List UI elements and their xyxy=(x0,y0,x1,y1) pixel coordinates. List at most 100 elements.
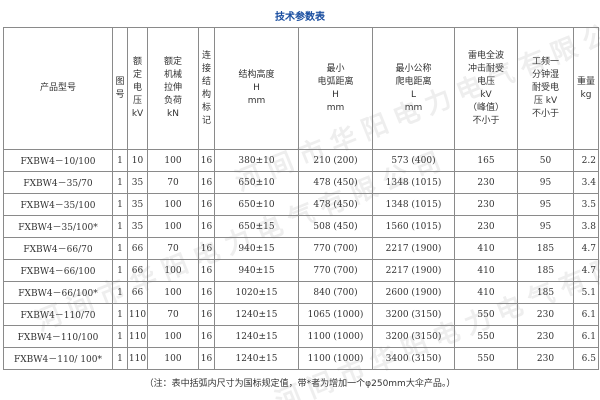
table-cell: 6.5 xyxy=(573,347,599,370)
header-line: kN xyxy=(167,109,179,119)
header-line: 工频一 xyxy=(531,57,559,67)
header-cell: 额定 机械 拉伸 负荷 kN xyxy=(147,27,199,150)
table-row: FXBW4－66/100 1 66 100 16 940±15 770 (700) 2217 … xyxy=(3,259,599,282)
table-cell: 95 xyxy=(517,215,574,238)
table-cell: 110 xyxy=(127,325,148,348)
header-line: H xyxy=(253,83,260,93)
header-line: 电弧距离 xyxy=(317,76,354,87)
table-row: FXBW4－66/70 1 66 70 16 940±15 770 (700) 2217 (1… xyxy=(3,237,599,260)
title: 技术参数表 xyxy=(275,12,325,23)
header-line: 额 xyxy=(132,57,142,67)
table-row: FXBW4－66/100* 1 66 100 16 1020±15 840 (700) 260… xyxy=(3,281,599,304)
table-cell: 2.2 xyxy=(573,149,599,172)
header-line: 重量 xyxy=(576,76,595,87)
table-cell: 1 xyxy=(112,325,128,348)
table-cell: FXBW4－110/ 100* xyxy=(3,347,113,370)
table-cell: FXBW4－35/100 xyxy=(3,193,113,216)
table-cell: 1 xyxy=(112,347,128,370)
header-line: mm xyxy=(404,102,423,113)
table-cell: 100 xyxy=(147,193,199,216)
header-line: 负荷 xyxy=(163,96,182,106)
table-cell: 35 xyxy=(127,193,148,216)
table-cell: FXBW4－66/70 xyxy=(3,237,113,260)
header-line: 爬电距离 xyxy=(395,76,432,87)
table-cell: 2600 (1900) xyxy=(372,281,455,304)
header-line: 标 xyxy=(201,102,211,113)
table-cell: 50 xyxy=(517,149,574,172)
header-cell: 图号 xyxy=(112,27,128,150)
table-cell: 1 xyxy=(112,215,128,238)
table-cell: 16 xyxy=(198,303,215,326)
table-cell: 35 xyxy=(127,215,148,238)
header-line: 电 xyxy=(132,83,142,93)
header-line: 连 xyxy=(201,50,211,61)
table-cell: 230 xyxy=(454,171,518,194)
header-line: 电压 xyxy=(476,76,495,87)
table-row: FXBW4－35/70 1 35 70 16 650±10 478 (450) 1348 (1… xyxy=(3,171,599,194)
table-cell: 16 xyxy=(198,347,215,370)
header-line: mm xyxy=(326,102,345,113)
header-line: L xyxy=(410,89,416,100)
table-cell: 95 xyxy=(517,193,574,216)
table-cell: 110 xyxy=(127,303,148,326)
header-line: 定 xyxy=(132,70,142,80)
header-cell: 重量 kg xyxy=(573,27,599,150)
table-cell: 3.5 xyxy=(573,193,599,216)
table-cell: 770 (700) xyxy=(298,237,373,260)
header-line: 结 xyxy=(201,76,211,87)
header-line: 雷电全波 xyxy=(467,50,504,61)
table-cell: FXBW4－35/70 xyxy=(3,171,113,194)
table-row: FXBW4－35/100* 1 35 100 16 650±15 508 (450) 1560… xyxy=(3,215,599,238)
header-line: 拉伸 xyxy=(163,83,182,93)
header-cell: 产品型号 xyxy=(3,27,113,150)
header-line: 压 xyxy=(132,96,142,106)
table-cell: 6.1 xyxy=(573,325,599,348)
table-cell: 770 (700) xyxy=(298,259,373,282)
table-cell: 16 xyxy=(198,325,215,348)
header-line: （峰值） xyxy=(467,102,504,113)
header-line: 构 xyxy=(201,89,211,100)
table-cell: 16 xyxy=(198,149,215,172)
table-cell: 4.7 xyxy=(573,237,599,260)
header-line: 记 xyxy=(201,115,211,126)
table-cell: 1 xyxy=(112,237,128,260)
table-cell: 95 xyxy=(517,171,574,194)
header-cell: 雷电全波 冲击耐受 电压 kV （峰值） 不小于 xyxy=(454,27,518,150)
table-cell: 16 xyxy=(198,171,215,194)
header-cell: 连接结构标记 xyxy=(198,27,215,150)
table-cell: 1065 (1000) xyxy=(298,303,373,326)
table-row: FXBW4－35/100 1 35 100 16 650±10 478 (450) 1348 … xyxy=(3,193,599,216)
header-line: 分钟湿 xyxy=(531,70,559,80)
header-line: 最小公称 xyxy=(395,63,432,74)
header-line: 产品型号 xyxy=(39,83,76,93)
table-cell: 3.4 xyxy=(573,171,599,194)
table-cell: 230 xyxy=(517,325,574,348)
header-line: 不小于 xyxy=(472,115,500,126)
header-line: 结构高度 xyxy=(238,70,275,80)
header-line: 不小于 xyxy=(531,109,559,119)
table-cell: 2217 (1900) xyxy=(372,237,455,260)
table-body: FXBW4－10/100 1 10 100 16 380±10 210 (200) 573 (… xyxy=(3,149,599,370)
header-line: 图 xyxy=(115,76,125,87)
header-cell: 额定电压 kV xyxy=(127,27,148,150)
header-line: 接 xyxy=(201,63,211,74)
header-line: 耐受电 xyxy=(531,83,559,93)
table-row: FXBW4－110/ 100* 1 110 100 16 1240±15 1100 (100… xyxy=(3,347,599,370)
header-line: 额定 xyxy=(163,57,182,67)
table-cell: 2217 (1900) xyxy=(372,259,455,282)
table-cell: 100 xyxy=(147,325,199,348)
table-row: FXBW4－10/100 1 10 100 16 380±10 210 (200) 573 (… xyxy=(3,149,599,172)
table-cell: 1 xyxy=(112,171,128,194)
header-line: 压 kV xyxy=(533,96,558,106)
header-line: H xyxy=(332,89,339,100)
table-cell: FXBW4－35/100* xyxy=(3,215,113,238)
table-cell: 185 xyxy=(517,237,574,260)
table-cell: 1240±15 xyxy=(214,347,299,370)
table-cell: 35 xyxy=(127,171,148,194)
table-cell: 100 xyxy=(147,347,199,370)
table-cell: 1100 (1000) xyxy=(298,325,373,348)
table-cell: 230 xyxy=(454,193,518,216)
